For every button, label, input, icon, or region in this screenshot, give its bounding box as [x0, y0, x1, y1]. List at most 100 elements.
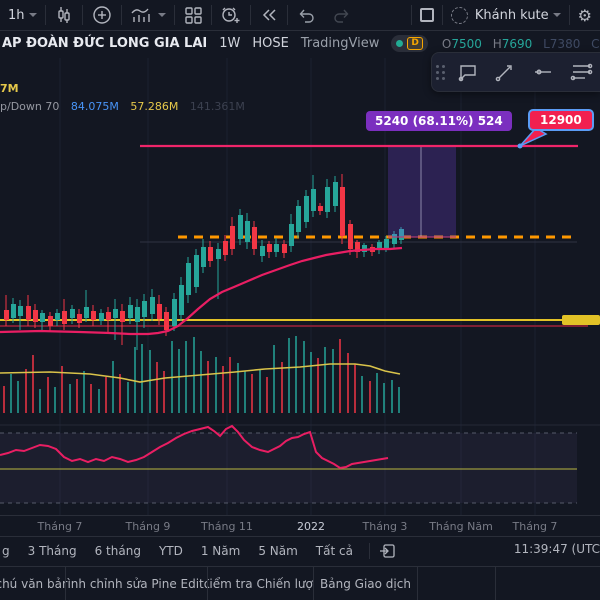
symbol-interval[interactable]: 1W — [219, 36, 241, 51]
parallel-lines-icon — [570, 63, 593, 81]
trend-line-tool-button[interactable] — [486, 52, 524, 92]
volume-ma-line — [0, 363, 401, 383]
indicators-icon — [130, 8, 150, 22]
time-axis[interactable]: Tháng 7 Tháng 9 Tháng 11 2022 Tháng 3 Tháng N… — [0, 515, 600, 536]
grid-layer — [59, 58, 536, 515]
tab-trình-chỉnh-sửa-pine-editor[interactable]: Trình chỉnh sửa Pine Editor — [66, 567, 208, 600]
toolbar-separator — [81, 5, 83, 25]
candles-layer — [4, 174, 404, 350]
indicator-name: p/Down 70 — [0, 100, 60, 113]
delayed-data-badge: D — [407, 37, 423, 50]
time-axis-label: Tháng 7 — [37, 520, 83, 533]
time-axis-label: Tháng 9 — [125, 520, 171, 533]
chevron-down-icon — [28, 13, 37, 17]
fullscreen-button[interactable] — [412, 0, 442, 31]
alert-button[interactable] — [212, 0, 250, 31]
drag-handle[interactable] — [432, 52, 448, 92]
low-label: L — [543, 36, 550, 51]
close-label: C — [591, 36, 600, 51]
tab-chú-văn-bản[interactable]: chú văn bản — [0, 567, 66, 600]
callout-tool-button[interactable] — [448, 52, 486, 92]
time-axis-label: Tháng 11 — [201, 520, 253, 533]
symbol-exchange: HOSE — [252, 36, 289, 51]
range-button[interactable]: 1 Năm — [200, 543, 241, 558]
price-ma-line — [0, 246, 403, 336]
high-label: H — [492, 36, 502, 51]
trend-line-icon — [495, 65, 512, 82]
layout-button[interactable] — [175, 0, 211, 31]
range-buttons: 3 Tháng 6 tháng YTD 1 Năm 5 Năm Tất cả — [10, 544, 353, 558]
high-value: 7690 — [501, 36, 533, 51]
range-partial-label: g — [2, 543, 10, 558]
layout-grid-icon — [184, 7, 202, 24]
callout-icon — [458, 65, 476, 82]
floating-draw-toolbar — [431, 52, 600, 92]
drag-dots-icon — [435, 64, 445, 80]
rangebar-separator — [368, 542, 370, 559]
connection-dot-icon — [396, 40, 404, 47]
range-button[interactable]: 6 tháng — [94, 543, 141, 558]
symbol-name[interactable]: AP ĐOÀN ĐỨC LONG GIA LAI — [2, 36, 208, 51]
range-button[interactable]: YTD — [158, 543, 183, 558]
indicators-button[interactable] — [122, 0, 174, 31]
replay-button[interactable] — [251, 0, 287, 31]
low-value: 7380 — [549, 36, 581, 51]
toolbar-separator — [210, 5, 212, 25]
rsi-band-layer — [0, 432, 577, 504]
indicator-value-2: 57.286M — [130, 100, 179, 113]
compare-button[interactable] — [83, 0, 121, 31]
range-button[interactable]: 5 Năm — [258, 543, 298, 558]
undo-button[interactable] — [288, 0, 324, 31]
chart-style-button[interactable] — [46, 0, 82, 31]
time-axis-label: Tháng Năm — [429, 520, 493, 533]
yellow-price-tag — [562, 315, 600, 325]
settings-button[interactable]: ⚙ — [570, 0, 600, 31]
price-target-label[interactable]: 12900 — [528, 109, 594, 131]
market-status-badge[interactable]: D — [391, 35, 428, 52]
clock-timezone[interactable]: 11:39:47 (UTC — [513, 542, 600, 556]
tab-kiểm-tra-chiến-lược[interactable]: Kiểm tra Chiến lược — [208, 567, 314, 600]
interval-button[interactable]: 1h — [0, 0, 45, 31]
symbol-bar: AP ĐOÀN ĐỨC LONG GIA LAI 1W HOSE Trading… — [0, 31, 600, 56]
toolbar-separator — [441, 5, 443, 25]
rewind-icon — [262, 9, 276, 21]
bottom-range-bar: g 3 Tháng 6 tháng YTD 1 Năm 5 Năm Tất cả — [0, 536, 600, 564]
horizontal-line-icon — [535, 69, 551, 75]
plus-circle-icon — [92, 6, 111, 24]
fib-projection-label[interactable]: 5240 (68.11%) 524 — [366, 111, 512, 131]
chart-canvas[interactable] — [0, 56, 600, 515]
toolbar-separator — [120, 5, 122, 25]
time-axis-label: Tháng 7 — [512, 520, 558, 533]
tab-empty — [418, 567, 496, 600]
drawings-layer — [140, 127, 578, 238]
toolbar-separator — [173, 5, 175, 25]
top-toolbar: 1h — [0, 0, 600, 31]
horizontal-line-tool-button[interactable] — [524, 52, 562, 92]
indicator-legend-updown[interactable]: p/Down 70 84.075M 57.286M 141.361M — [0, 100, 245, 113]
undo-arrow-icon — [299, 9, 314, 23]
parallel-lines-tool-button[interactable] — [562, 52, 600, 92]
time-axis-label: 2022 — [297, 520, 325, 533]
rsi-line — [0, 424, 389, 470]
ohlc-values: O7500 H7690 L7380 C7640 -140 (-1.80%) — [442, 37, 600, 51]
indicator-value-1: 84.075M — [70, 100, 119, 113]
range-button[interactable]: 3 Tháng — [27, 543, 77, 558]
user-name: Khánh kute — [474, 7, 549, 23]
open-value: 7500 — [451, 36, 482, 51]
redo-arrow-icon — [333, 9, 348, 23]
range-button[interactable]: Tất cả — [315, 543, 353, 558]
levels-layer — [0, 235, 600, 327]
toolbar-separator — [568, 5, 570, 25]
toolbar-separator — [249, 5, 251, 25]
user-menu[interactable]: Khánh kute — [443, 0, 569, 31]
indicator-legend-volume[interactable]: 7M — [0, 82, 19, 95]
indicator-value-3: 141.361M — [189, 100, 245, 113]
avatar — [450, 6, 468, 24]
alert-plus-icon — [221, 7, 240, 23]
go-to-date-button[interactable] — [370, 537, 404, 565]
go-to-date-icon — [379, 543, 395, 558]
tab-bảng-giao-dịch[interactable]: Bảng Giao dịch — [314, 567, 418, 600]
fullscreen-icon — [419, 8, 434, 22]
redo-button[interactable] — [324, 0, 360, 31]
